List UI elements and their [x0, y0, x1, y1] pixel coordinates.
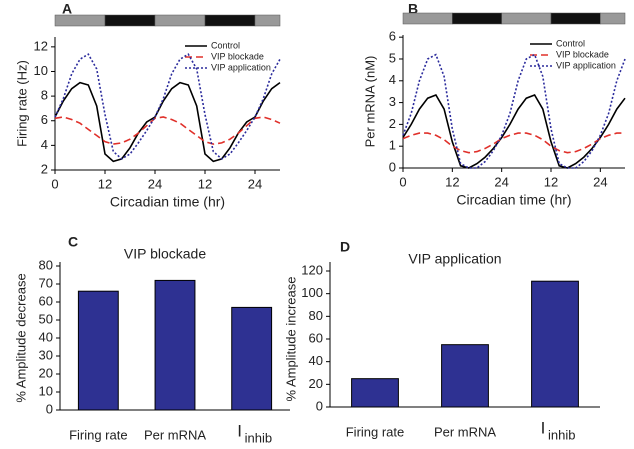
y-tick-label: 50: [39, 311, 53, 326]
y-tick-label: 6: [389, 29, 396, 44]
y-tick-label: 3: [389, 94, 396, 109]
y-tick-label: 30: [39, 347, 53, 362]
bar: [351, 378, 399, 408]
light-dark-bar: [402, 12, 453, 25]
legend-label: Control: [211, 40, 240, 50]
x-tick-subscript: inhib: [245, 430, 272, 445]
y-axis-label: % Amplitude decrease: [13, 273, 28, 402]
y-tick-label: 4: [389, 72, 396, 87]
series-line: [402, 94, 626, 169]
y-tick-label: 5: [389, 50, 396, 65]
y-tick-label: 120: [301, 262, 323, 277]
series-line: [54, 116, 281, 145]
light-dark-bar: [254, 14, 281, 27]
panel-label: D: [340, 239, 350, 255]
x-tick-label: 12: [445, 174, 459, 189]
series-line: [54, 53, 281, 160]
x-tick-label: Per mRNA: [144, 427, 206, 442]
x-tick-label: I: [237, 421, 242, 440]
y-tick-label: 0: [316, 398, 323, 413]
x-tick-label: 24: [248, 176, 262, 191]
y-tick-label: 2: [389, 116, 396, 131]
bar: [531, 280, 579, 408]
series-line: [402, 132, 625, 154]
y-tick-label: 80: [309, 308, 323, 323]
y-tick-label: 4: [41, 137, 48, 152]
y-tick-label: 8: [41, 88, 48, 103]
y-tick-label: 10: [39, 383, 53, 398]
x-tick-label: 24: [494, 174, 508, 189]
legend-label: VIP blockade: [556, 49, 609, 59]
y-tick-label: 80: [39, 257, 53, 272]
light-dark-bar: [154, 14, 206, 27]
x-tick-label: 24: [593, 174, 607, 189]
panel-label: C: [68, 234, 78, 250]
x-tick-subscript: inhib: [548, 427, 575, 442]
x-tick-label: Per mRNA: [434, 424, 496, 439]
legend-label: VIP application: [211, 62, 271, 72]
light-dark-bar: [600, 12, 626, 25]
y-tick-label: 2: [41, 161, 48, 176]
y-tick-label: 60: [39, 293, 53, 308]
x-tick-label: Firing rate: [69, 427, 128, 442]
y-tick-label: 40: [309, 353, 323, 368]
x-tick-label: 12: [198, 176, 212, 191]
y-tick-label: 60: [309, 330, 323, 345]
bar: [231, 306, 273, 411]
light-dark-bar: [550, 12, 601, 25]
y-axis-label: % Amplitude increase: [283, 276, 298, 401]
y-tick-label: 0: [389, 159, 396, 174]
series-line: [54, 81, 281, 163]
legend-label: VIP blockade: [211, 51, 264, 61]
x-tick-label: 12: [544, 174, 558, 189]
light-dark-bar: [452, 12, 502, 25]
bar: [441, 344, 489, 408]
y-tick-label: 70: [39, 275, 53, 290]
x-tick-label: 24: [148, 176, 162, 191]
x-tick-label: 12: [98, 176, 112, 191]
x-axis-label: Circadian time (hr): [110, 194, 225, 210]
x-tick-label: Firing rate: [346, 424, 405, 439]
x-tick-label: I: [541, 418, 546, 437]
y-tick-label: 1: [389, 138, 396, 153]
bar: [154, 279, 196, 411]
y-axis-label: Per mRNA (nM): [362, 56, 377, 148]
y-tick-label: 6: [41, 112, 48, 127]
y-tick-label: 20: [309, 376, 323, 391]
light-dark-bar: [104, 14, 156, 27]
chart-title: VIP application: [408, 251, 501, 267]
chart-title: VIP blockade: [124, 246, 206, 262]
light-dark-bar: [54, 14, 106, 27]
panel-label: B: [408, 1, 418, 17]
series-line: [402, 53, 626, 169]
y-axis-label: Firing rate (Hz): [14, 60, 29, 147]
y-tick-label: 12: [34, 38, 48, 53]
y-tick-label: 20: [39, 365, 53, 380]
x-axis-label: Circadian time (hr): [456, 192, 571, 208]
y-tick-label: 10: [34, 63, 48, 78]
light-dark-bar: [204, 14, 256, 27]
y-tick-label: 40: [39, 329, 53, 344]
y-tick-label: 100: [301, 285, 323, 300]
legend-label: Control: [556, 38, 585, 48]
panel-label: A: [62, 1, 72, 17]
x-tick-label: 0: [51, 176, 58, 191]
legend-label: VIP application: [556, 60, 616, 70]
bar: [77, 290, 119, 411]
x-tick-label: 0: [399, 174, 406, 189]
light-dark-bar: [501, 12, 552, 25]
y-tick-label: 0: [46, 401, 53, 416]
